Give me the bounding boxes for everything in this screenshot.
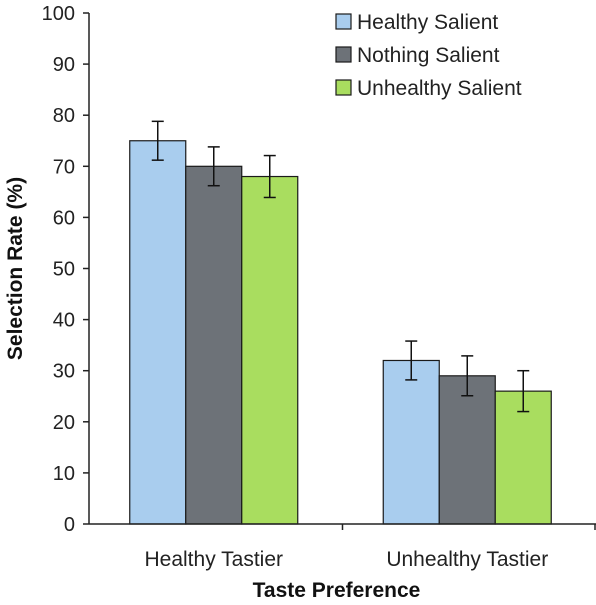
error-bars [151,120,530,413]
legend-swatch [335,13,352,30]
y-tick-label: 100 [42,3,75,25]
y-tick-label: 70 [53,156,75,178]
y-tick-label: 0 [64,514,75,536]
category-label: Unhealthy Tastier [386,548,548,571]
legend: Healthy Salient Nothing Salient Unhealthy … [335,11,522,100]
y-axis-title: Selection Rate (%) [4,177,27,360]
y-tick-label: 60 [53,207,75,229]
legend-label: Nothing Salient [357,44,500,67]
y-tick-label: 50 [53,259,75,281]
bar [382,359,440,525]
bar [494,390,552,525]
bar [241,175,299,525]
legend-label: Healthy Salient [357,11,498,34]
x-axis-title: Taste Preference [253,579,421,602]
bars [129,140,552,525]
y-tick-label: 20 [53,412,75,434]
y-tick-label: 30 [53,361,75,383]
x-axis-ticks [341,524,596,530]
bar [185,165,243,525]
bar [129,140,187,525]
legend-label: Unhealthy Salient [357,77,522,100]
bar [438,375,496,525]
legend-swatch [335,46,352,63]
y-tick-label: 40 [53,310,75,332]
category-label: Healthy Tastier [144,548,283,571]
y-tick-label: 80 [53,105,75,127]
y-tick-label: 10 [53,463,75,485]
y-axis-ticks: 0 10 20 30 40 50 60 70 80 90 100 [42,3,89,536]
category-labels: Healthy Tastier Unhealthy Tastier [144,548,548,571]
legend-swatch [335,79,352,96]
y-tick-label: 90 [53,54,75,76]
